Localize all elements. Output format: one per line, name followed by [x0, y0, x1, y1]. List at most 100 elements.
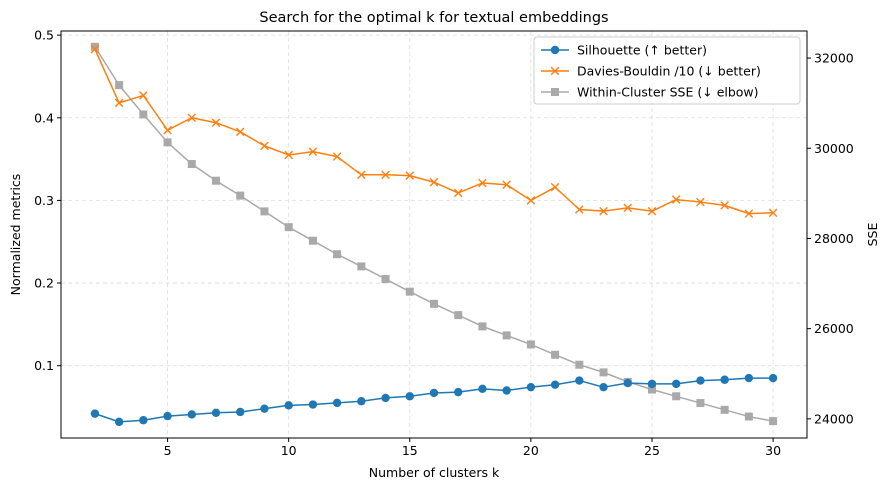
legend-marker [551, 88, 559, 96]
data-point [284, 223, 293, 232]
data-point [551, 350, 560, 359]
data-point [429, 177, 439, 187]
y-tick-label: 0.2 [34, 276, 54, 291]
data-point [139, 110, 148, 119]
data-point [429, 388, 439, 398]
x-axis-label: Number of clusters k [369, 465, 500, 480]
data-point [211, 408, 221, 417]
data-point [720, 201, 729, 210]
data-point [308, 400, 318, 409]
data-point [454, 311, 463, 320]
data-point [744, 412, 753, 421]
data-point [478, 322, 487, 331]
legend-entry: Within-Cluster SSE (↓ elbow) [541, 85, 759, 100]
data-point [623, 203, 633, 213]
data-point [550, 380, 560, 389]
data-point [744, 373, 754, 383]
data-point [260, 141, 269, 151]
data-point [357, 397, 366, 406]
data-point [599, 382, 608, 392]
data-point [284, 401, 293, 410]
y2-tick-label: 26000 [814, 321, 854, 336]
data-point [647, 379, 657, 389]
x-tick-label: 20 [523, 443, 539, 458]
data-point [163, 138, 172, 147]
data-point [575, 205, 584, 214]
data-point [260, 207, 269, 216]
data-point [308, 236, 317, 245]
data-point [550, 182, 560, 192]
legend-label: Silhouette (↑ better) [577, 43, 707, 58]
data-point [502, 180, 511, 190]
data-point [696, 197, 705, 207]
data-point [478, 178, 487, 188]
data-point [720, 375, 729, 384]
y-tick-label: 0.4 [34, 110, 54, 125]
data-point [381, 275, 390, 284]
data-point [502, 386, 511, 395]
data-point [430, 299, 438, 308]
plot-frame [60, 30, 808, 439]
y-tick-label: 0.5 [34, 28, 54, 43]
data-point [672, 392, 681, 401]
data-point [90, 44, 100, 54]
axis-layer: 5 10 15 20 25 30 0.1 0.2 0.3 0.4 0.5 24000 26000 2800… [34, 28, 854, 458]
series-1 [90, 44, 778, 218]
data-point [333, 250, 342, 259]
legend-box [533, 36, 801, 105]
data-point [478, 384, 487, 394]
data-point [623, 378, 632, 388]
data-point [235, 127, 245, 137]
legend-marker [550, 45, 560, 55]
x-tick-label: 30 [765, 443, 781, 458]
legend-marker [550, 66, 560, 76]
data-point [647, 206, 657, 216]
data-point [405, 287, 414, 296]
legend-label: Davies-Bouldin /10 (↓ better) [577, 64, 761, 79]
data-point [672, 379, 681, 389]
y2-tick-label: 28000 [814, 231, 854, 246]
data-point [260, 404, 269, 413]
data-point [696, 376, 705, 385]
data-point [187, 160, 196, 169]
data-point [187, 113, 197, 123]
data-point [236, 191, 245, 200]
data-point [526, 196, 536, 205]
legend: Silhouette (↑ better) Davies-Bouldin /10 … [533, 36, 801, 105]
data-point [187, 410, 196, 419]
data-point [90, 409, 100, 418]
data-point [284, 150, 293, 160]
series-layer [90, 42, 778, 427]
data-point [696, 399, 705, 408]
y-tick-label: 0.3 [34, 193, 54, 208]
data-point [357, 170, 366, 180]
data-point [139, 416, 148, 425]
data-point [115, 81, 124, 90]
data-point [454, 387, 463, 397]
series-2 [90, 42, 778, 426]
y2-axis-label: SSE [865, 223, 880, 247]
x-tick-label: 15 [402, 443, 418, 458]
data-point [405, 171, 415, 180]
y-axis-label: Normalized metrics [8, 174, 23, 296]
grid-layer [61, 31, 807, 438]
data-point [332, 398, 342, 408]
data-point [212, 176, 221, 185]
legend-entry: Silhouette (↑ better) [541, 43, 707, 58]
data-point [308, 147, 318, 156]
data-point [502, 331, 511, 340]
data-point [768, 373, 778, 383]
data-point [381, 393, 390, 403]
series-0 [90, 373, 778, 427]
data-point [114, 417, 124, 427]
data-point [647, 385, 656, 394]
y2-tick-label: 24000 [814, 411, 854, 426]
data-point [671, 195, 681, 204]
data-point [90, 42, 99, 51]
data-point [599, 206, 608, 216]
y2-tick-label: 30000 [814, 141, 854, 156]
x-tick-label: 10 [281, 443, 297, 458]
data-point [769, 417, 778, 426]
data-point [405, 392, 414, 401]
